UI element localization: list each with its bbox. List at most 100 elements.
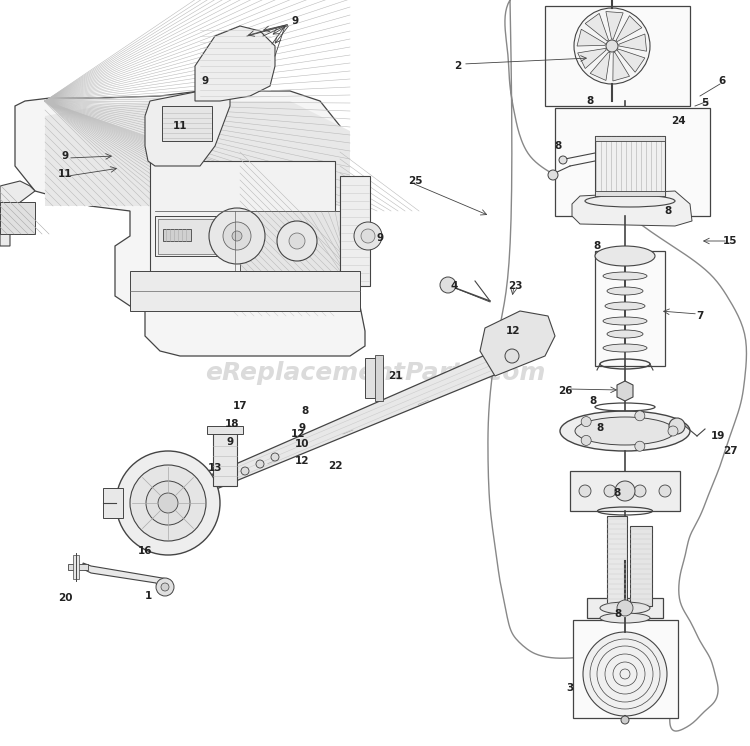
Text: 8: 8: [614, 609, 622, 619]
Ellipse shape: [585, 195, 675, 207]
Polygon shape: [148, 338, 536, 516]
Bar: [595, 251, 665, 366]
Ellipse shape: [607, 287, 643, 295]
Text: 8: 8: [614, 488, 621, 498]
Circle shape: [574, 8, 650, 84]
Text: 11: 11: [58, 169, 72, 179]
Polygon shape: [590, 52, 610, 81]
Text: 10: 10: [295, 439, 309, 449]
Bar: [150, 161, 335, 276]
Text: 6: 6: [718, 76, 725, 86]
Bar: [375, 355, 383, 401]
Polygon shape: [240, 211, 340, 271]
Bar: [73, 555, 79, 579]
Text: 27: 27: [723, 446, 737, 456]
Bar: [163, 229, 191, 241]
Bar: [340, 176, 370, 286]
Text: 23: 23: [508, 281, 522, 291]
Text: 8: 8: [554, 141, 562, 151]
Bar: [595, 136, 665, 141]
Circle shape: [583, 632, 667, 716]
Polygon shape: [195, 26, 275, 101]
Text: 9: 9: [62, 151, 68, 161]
Text: 24: 24: [670, 116, 686, 126]
Circle shape: [606, 40, 618, 52]
Bar: [607, 516, 627, 606]
Ellipse shape: [605, 302, 645, 310]
Text: 13: 13: [208, 463, 222, 473]
Bar: [207, 426, 243, 434]
Circle shape: [617, 600, 633, 616]
Polygon shape: [45, 101, 350, 206]
Ellipse shape: [600, 602, 650, 614]
Bar: [213, 431, 237, 486]
Ellipse shape: [603, 317, 647, 325]
Circle shape: [277, 221, 317, 261]
Text: 3: 3: [566, 683, 574, 693]
Text: 5: 5: [701, 98, 709, 108]
Circle shape: [548, 170, 558, 180]
Circle shape: [581, 436, 591, 445]
Bar: [158, 219, 226, 254]
Text: 12: 12: [295, 456, 309, 466]
Circle shape: [232, 231, 242, 241]
Circle shape: [505, 349, 519, 363]
Bar: [162, 106, 212, 141]
Circle shape: [659, 485, 671, 497]
Bar: [595, 191, 665, 196]
Circle shape: [289, 233, 305, 249]
Bar: [0, 202, 35, 234]
Polygon shape: [15, 91, 365, 356]
Text: 20: 20: [58, 593, 72, 603]
Circle shape: [161, 583, 169, 591]
Text: 25: 25: [408, 176, 422, 186]
Ellipse shape: [560, 411, 690, 451]
Text: 16: 16: [138, 546, 152, 556]
Text: 21: 21: [388, 371, 402, 381]
Ellipse shape: [575, 417, 675, 445]
Text: 9: 9: [202, 76, 208, 86]
Bar: [595, 136, 665, 196]
Circle shape: [634, 441, 645, 451]
Polygon shape: [572, 191, 692, 226]
Polygon shape: [619, 34, 646, 51]
Text: 15: 15: [723, 236, 737, 246]
Text: 8: 8: [586, 96, 594, 106]
Polygon shape: [577, 29, 605, 46]
Text: 9: 9: [292, 16, 298, 26]
Circle shape: [241, 467, 249, 475]
Text: 22: 22: [328, 461, 342, 471]
Circle shape: [579, 485, 591, 497]
Bar: [570, 471, 680, 511]
Bar: [130, 271, 360, 311]
Circle shape: [361, 229, 375, 243]
Polygon shape: [617, 381, 633, 401]
Bar: [68, 564, 88, 570]
Bar: [587, 598, 663, 618]
Text: 11: 11: [172, 121, 188, 131]
Circle shape: [621, 716, 629, 724]
Circle shape: [130, 465, 206, 541]
Text: 2: 2: [454, 61, 461, 71]
Circle shape: [668, 426, 678, 436]
Bar: [155, 216, 230, 256]
Circle shape: [440, 277, 456, 293]
Ellipse shape: [603, 344, 647, 352]
Text: eReplacementParts.com: eReplacementParts.com: [205, 361, 545, 385]
Circle shape: [634, 411, 645, 421]
Polygon shape: [145, 91, 230, 166]
Text: 8: 8: [596, 423, 604, 433]
Circle shape: [223, 222, 251, 250]
Circle shape: [669, 418, 685, 434]
Text: 19: 19: [711, 431, 725, 441]
Bar: [573, 620, 678, 718]
Bar: [545, 6, 690, 106]
Text: 18: 18: [225, 419, 239, 429]
Text: 4: 4: [450, 281, 458, 291]
Text: 8: 8: [302, 406, 309, 416]
Circle shape: [604, 485, 616, 497]
Circle shape: [156, 578, 174, 596]
Polygon shape: [585, 13, 608, 41]
Circle shape: [256, 460, 264, 468]
Ellipse shape: [595, 246, 655, 266]
